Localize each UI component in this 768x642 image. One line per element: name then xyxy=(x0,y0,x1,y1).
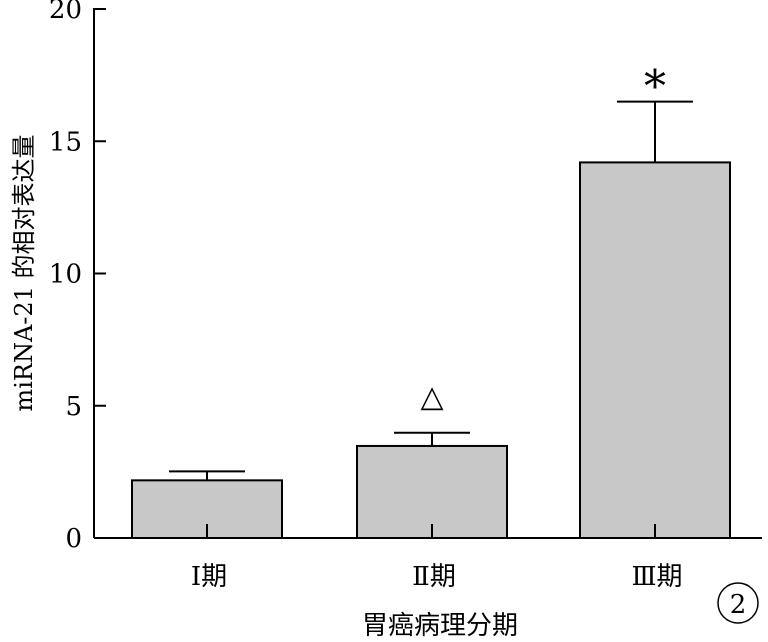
x-tick-label: Ⅰ期 xyxy=(191,562,227,592)
y-tick-label: 15 xyxy=(49,127,82,157)
panel-label: 2 xyxy=(730,590,747,620)
significance-marker: * xyxy=(644,62,666,113)
significance-marker: △ xyxy=(420,380,443,415)
bar xyxy=(579,161,731,539)
x-tick-label: Ⅱ期 xyxy=(412,562,456,592)
x-axis-label: 胃癌病理分期 xyxy=(362,611,518,641)
panel-label-circle xyxy=(717,582,759,624)
y-axis-label: miRNA-21 的相对表达量 xyxy=(10,134,38,411)
x-tick-label: Ⅲ期 xyxy=(631,562,682,592)
y-tick-label: 5 xyxy=(65,392,82,422)
y-tick-label: 20 xyxy=(49,0,82,25)
y-tick-label: 10 xyxy=(49,260,82,290)
y-tick-label: 0 xyxy=(65,524,82,554)
bars: △* xyxy=(131,62,731,540)
